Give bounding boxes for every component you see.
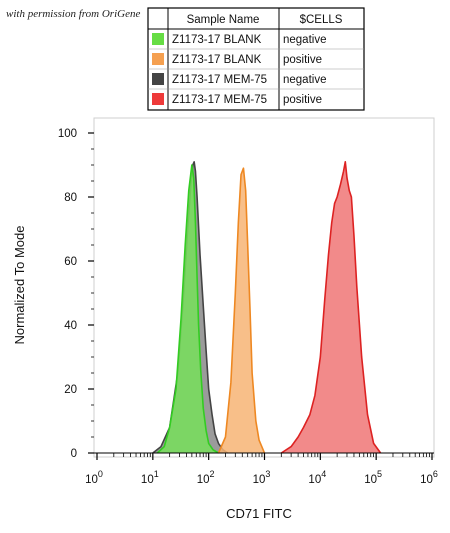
plot-frame <box>93 117 435 458</box>
y-tick-label: 80 <box>64 192 77 204</box>
watermark-text: with permission from OriGene <box>6 8 141 20</box>
series-area <box>218 168 265 453</box>
legend-border <box>147 7 365 111</box>
y-tick-label: 20 <box>64 384 77 396</box>
legend-swatch <box>152 73 164 85</box>
legend-cells-value: negative <box>283 34 326 46</box>
x-tick-label: 106 <box>420 469 438 486</box>
legend-cells-value: positive <box>283 54 322 66</box>
series-area <box>157 165 219 453</box>
legend-sample-name: Z1173-17 BLANK <box>172 34 262 46</box>
x-tick-label: 105 <box>364 469 382 486</box>
series-line <box>217 167 266 454</box>
x-tick-label: 100 <box>85 469 103 486</box>
y-tick-label: 60 <box>64 256 77 268</box>
series-area <box>281 161 381 454</box>
x-axis-title: CD71 FITC <box>226 506 292 521</box>
axes-layer: 0 20 40 60 80 100 100 101 102 103 104 105 106 <box>58 128 438 486</box>
legend-header-sample: Sample Name <box>187 14 260 26</box>
y-tick-label: 40 <box>64 320 77 332</box>
x-tick-label: 104 <box>308 469 326 486</box>
y-tick-label: 0 <box>71 448 77 460</box>
x-tick-label: 102 <box>197 469 215 486</box>
series-line <box>156 164 219 454</box>
legend-cells-value: positive <box>283 94 322 106</box>
legend-sample-name: Z1173-17 BLANK <box>172 54 262 66</box>
legend-swatch <box>152 53 164 65</box>
legend-table: Sample Name $CELLS Z1173-17 BLANK negati… <box>147 7 365 111</box>
legend-sample-name: Z1173-17 MEM-75 <box>172 94 267 106</box>
y-axis-title: Normalized To Mode <box>12 226 27 345</box>
x-tick-label: 101 <box>141 469 159 486</box>
legend-header-cells: $CELLS <box>300 14 343 26</box>
series-line <box>280 161 382 454</box>
legend-sample-name: Z1173-17 MEM-75 <box>172 74 267 86</box>
y-tick-label: 100 <box>58 128 77 140</box>
legend-swatch <box>152 33 164 45</box>
legend-swatch <box>152 93 164 105</box>
x-tick-label: 103 <box>253 469 271 486</box>
legend-cells-value: negative <box>283 74 326 86</box>
series-layer <box>152 161 382 454</box>
